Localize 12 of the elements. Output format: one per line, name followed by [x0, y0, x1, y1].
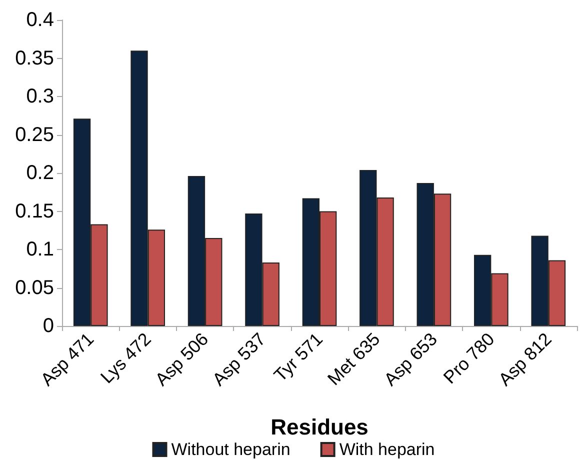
- y-tick-label: 0: [42, 315, 54, 337]
- y-tick-label: 0.25: [15, 124, 54, 146]
- y-tick-label: 0.35: [15, 47, 54, 70]
- y-tick-label: 0.05: [15, 276, 54, 299]
- legend-label: With heparin: [339, 440, 435, 459]
- y-tick-label: 0.4: [26, 9, 54, 31]
- y-tick-label: 0.2: [26, 162, 54, 184]
- legend-label: Without heparin: [171, 440, 290, 459]
- y-tick-label: 0.15: [15, 200, 54, 222]
- y-tick-label: 0.3: [26, 86, 54, 108]
- x-axis-title: Residues: [270, 414, 368, 440]
- y-tick-label: 0.1: [26, 238, 54, 260]
